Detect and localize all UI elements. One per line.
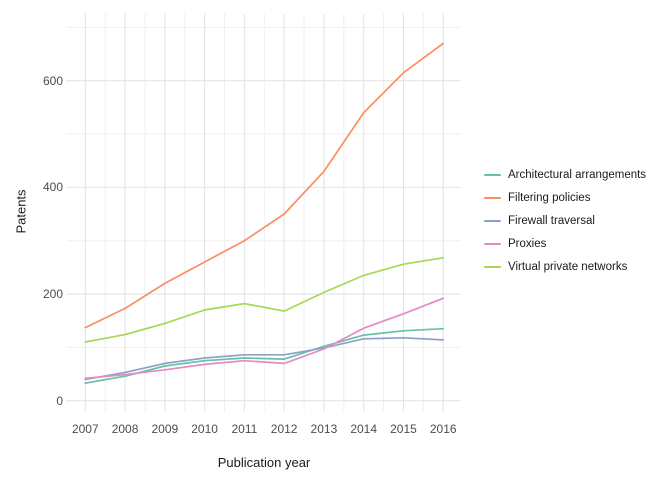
x-tick-label: 2014 (350, 422, 378, 436)
legend-swatch-color (484, 242, 501, 245)
x-tick-label: 2010 (191, 422, 218, 436)
legend-line-swatch (484, 166, 501, 183)
x-tick-label: 2011 (231, 422, 258, 436)
x-tick-label: 2007 (71, 422, 99, 436)
legend-item-filtering-policies: Filtering policies (484, 186, 646, 209)
legend-label: Firewall traversal (508, 214, 595, 227)
legend-item-firewall-traversal: Firewall traversal (484, 209, 646, 232)
legend-label: Architectural arrangements (508, 168, 647, 181)
x-tick-label: 2015 (390, 422, 417, 436)
series-line-firewall-traversal (84, 336, 445, 381)
x-axis-title: Publication year (217, 455, 311, 470)
legend: Architectural arrangements Filtering poli… (484, 163, 646, 278)
legend-swatch-color (484, 265, 501, 268)
legend-line-swatch (484, 212, 501, 229)
series-line-filtering-policies (84, 42, 445, 329)
legend-item-architectural-arrangements: Architectural arrangements (484, 163, 646, 186)
legend-line-swatch (484, 235, 501, 252)
legend-label: Virtual private networks (508, 260, 628, 273)
series-line-proxies (84, 297, 445, 380)
legend-label: Filtering policies (508, 191, 591, 204)
x-tick-label: 2013 (310, 422, 338, 436)
legend-line-swatch (484, 258, 501, 275)
legend-swatch-color (484, 173, 501, 176)
x-tick-label: 2008 (111, 422, 139, 436)
y-tick-label: 400 (42, 180, 63, 195)
x-tick-label: 2016 (429, 422, 457, 436)
y-tick-label: 600 (42, 73, 63, 88)
legend-item-proxies: Proxies (484, 232, 646, 255)
series-line-architectural-arrangements (84, 327, 445, 384)
legend-swatch-color (484, 196, 501, 199)
legend-item-virtual-private-networks: Virtual private networks (484, 255, 646, 278)
x-tick-label: 2012 (270, 422, 298, 436)
legend-line-swatch (484, 189, 501, 206)
y-axis-title: Patents (13, 189, 29, 234)
x-tick-label: 2009 (151, 422, 179, 436)
y-tick-label: 0 (56, 393, 63, 408)
legend-label: Proxies (508, 237, 547, 250)
series-line-virtual-private-networks (84, 256, 445, 343)
legend-swatch-color (484, 219, 501, 222)
y-tick-label: 200 (42, 287, 63, 302)
